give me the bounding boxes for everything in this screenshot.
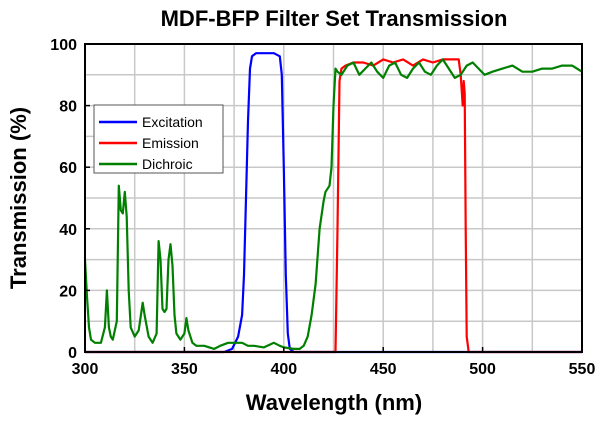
x-tick-label: 300 <box>72 361 99 378</box>
y-tick-label: 80 <box>59 99 77 116</box>
series-group <box>83 52 583 354</box>
x-tick-label: 400 <box>270 361 297 378</box>
series-line-excitation <box>85 52 582 354</box>
y-tick-label: 20 <box>59 283 77 300</box>
axis-ticks: 300 350 400 450 500 550 0 20 40 60 80 100 <box>50 37 595 378</box>
legend-label-emission: Emission <box>142 135 199 151</box>
legend-label-excitation: Excitation <box>142 114 203 130</box>
x-tick-label: 550 <box>569 361 596 378</box>
legend-box <box>93 104 224 174</box>
x-axis-label: Wavelength (nm) <box>246 390 422 415</box>
legend-label-dichroic: Dichroic <box>142 156 193 172</box>
x-tick-label: 450 <box>370 361 397 378</box>
x-tick-label: 500 <box>469 361 496 378</box>
y-tick-label: 60 <box>59 160 77 177</box>
plot-frame <box>84 43 583 353</box>
y-tick-label: 100 <box>50 37 77 54</box>
x-tick-label: 350 <box>171 361 198 378</box>
y-axis-label: Transmission (%) <box>6 107 31 289</box>
legend: Excitation Emission Dichroic <box>93 104 224 174</box>
series-line-dichroic <box>83 58 583 350</box>
chart-title: MDF-BFP Filter Set Transmission <box>161 6 508 31</box>
y-tick-label: 0 <box>68 345 77 362</box>
y-tick-label: 40 <box>59 222 77 239</box>
